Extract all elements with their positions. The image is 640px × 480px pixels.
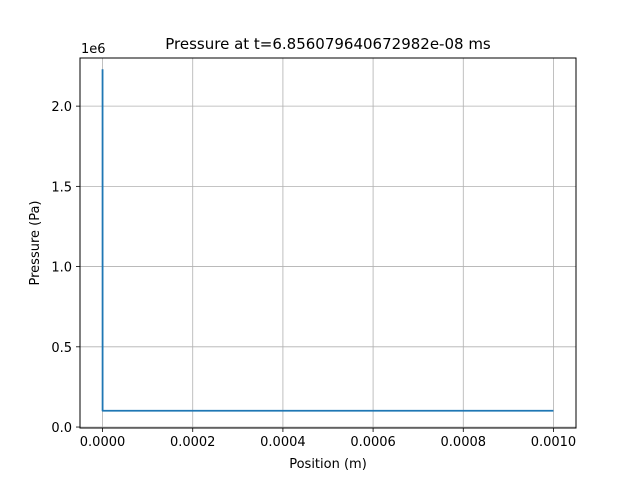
series-line [101, 69, 554, 412]
x-tick-label: 0.0004 [260, 435, 306, 450]
y-tick-label: 1.5 [51, 180, 72, 195]
chart-title: Pressure at t=6.856079640672982e-08 ms [165, 35, 491, 53]
y-tick-label: 2.0 [51, 100, 72, 115]
x-axis-label: Position (m) [289, 457, 367, 472]
y-tick-label: 0.0 [51, 421, 72, 436]
grid [80, 58, 576, 428]
y-offset-text: 1e6 [81, 42, 106, 57]
plot-frame [79, 57, 577, 429]
y-tick-label: 0.5 [51, 341, 72, 356]
y-axis: 0.0 0.5 1.0 1.5 2.0 [51, 100, 80, 436]
x-tick-label: 0.0000 [80, 435, 126, 450]
x-tick-label: 0.0006 [350, 435, 396, 450]
y-axis-label: Pressure (Pa) [28, 200, 43, 285]
x-tick-label: 0.0010 [531, 435, 577, 450]
x-tick-label: 0.0002 [170, 435, 216, 450]
series-group [101, 69, 554, 412]
x-tick-label: 0.0008 [441, 435, 487, 450]
y-tick-label: 1.0 [51, 261, 72, 276]
x-axis: 0.0000 0.0002 0.0004 0.0006 0.0008 0.0010 [80, 428, 576, 450]
